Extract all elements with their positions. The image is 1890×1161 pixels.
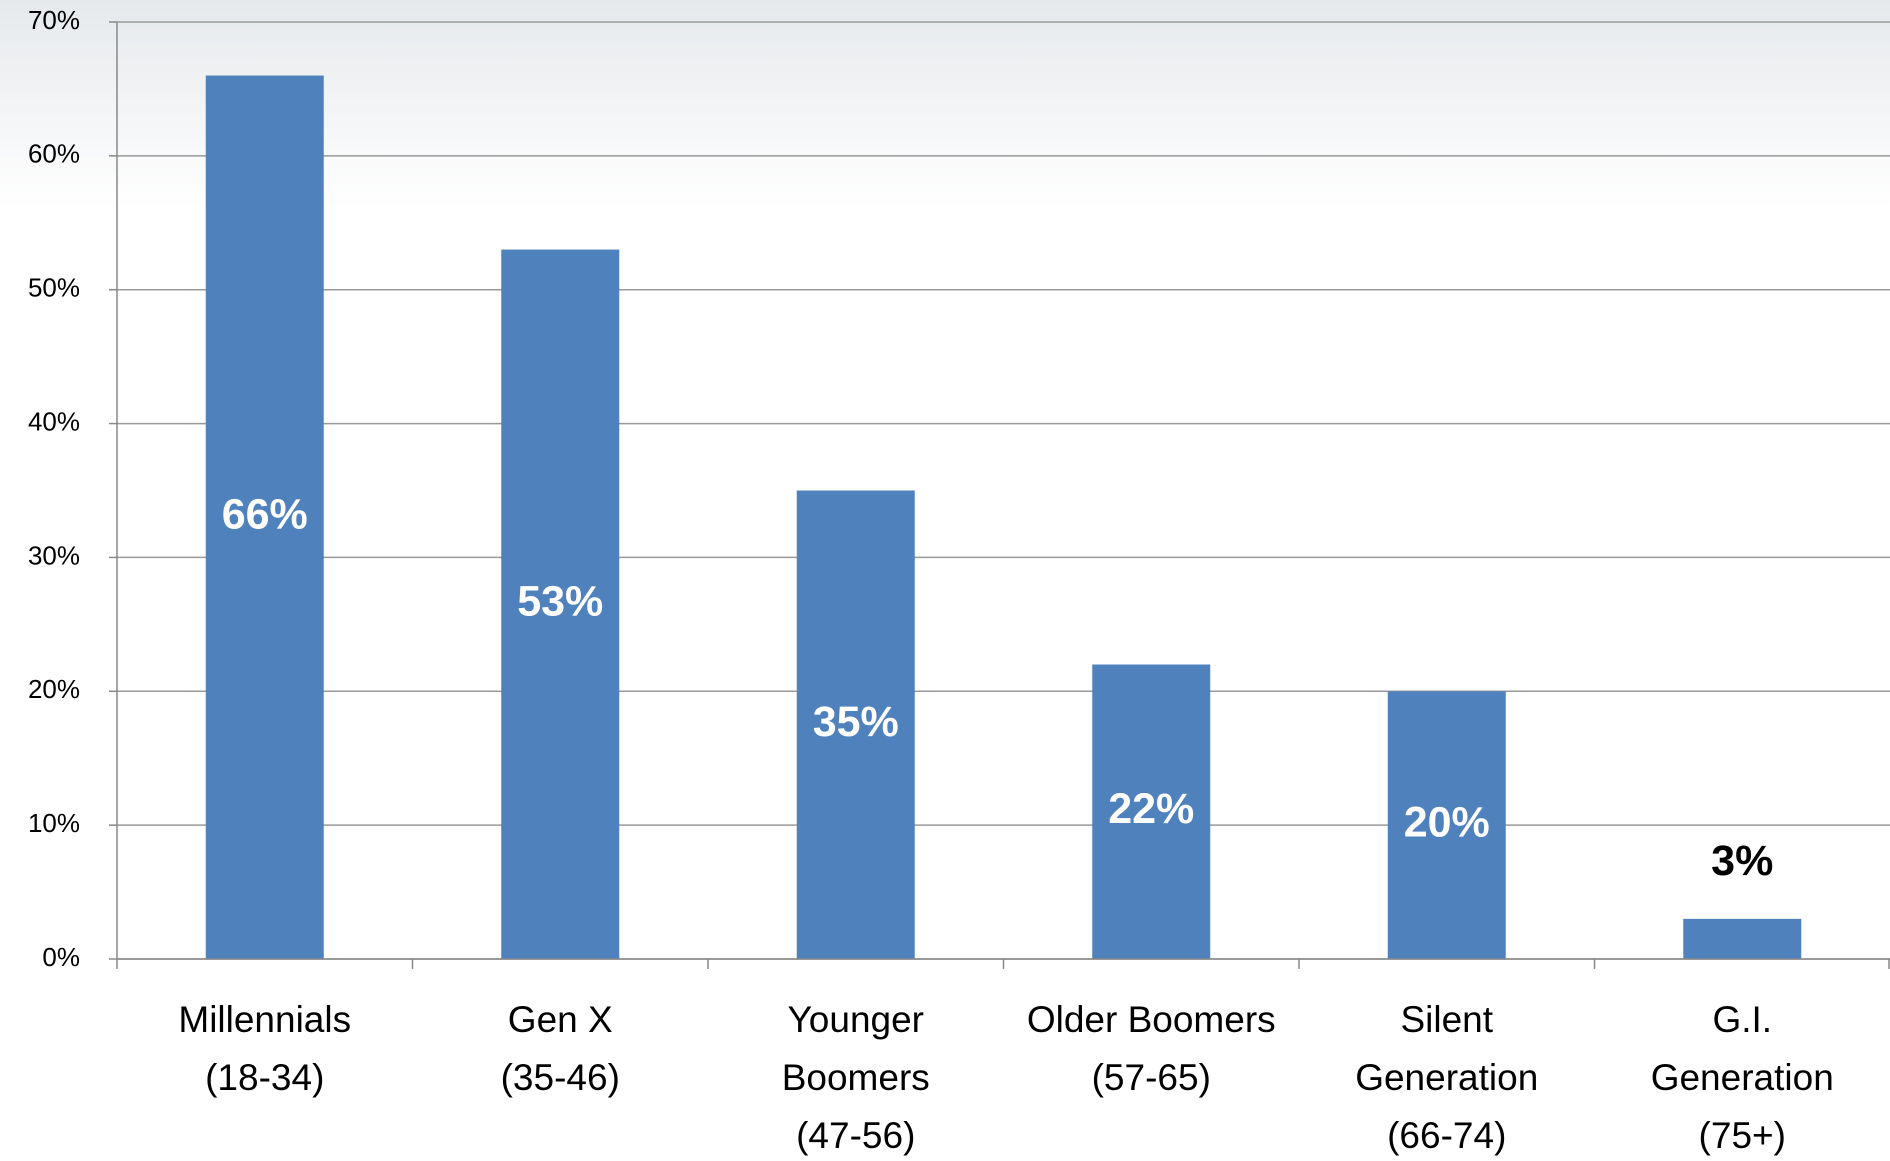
y-tick-label: 20% xyxy=(28,674,80,704)
x-tick-label: (57-65) xyxy=(1092,1057,1211,1098)
bar xyxy=(1683,918,1802,959)
bar xyxy=(796,490,915,959)
x-tick-label: Generation xyxy=(1355,1057,1538,1098)
data-label: 35% xyxy=(813,698,899,746)
x-tick-label: (18-34) xyxy=(205,1057,324,1098)
y-tick-label: 0% xyxy=(42,942,80,972)
x-tick-label: Generation xyxy=(1651,1057,1834,1098)
data-label: 20% xyxy=(1404,799,1490,847)
x-tick-label: Younger xyxy=(788,999,925,1040)
y-tick-label: 10% xyxy=(28,808,80,838)
y-tick-label: 70% xyxy=(28,5,80,35)
data-label: 66% xyxy=(222,491,308,539)
x-tick-label: (66-74) xyxy=(1387,1115,1506,1156)
x-tick-label: Silent xyxy=(1400,999,1493,1040)
y-tick-label: 50% xyxy=(28,273,80,303)
x-tick-label: (47-56) xyxy=(796,1115,915,1156)
data-label: 3% xyxy=(1711,837,1773,885)
x-tick-label: Millennials xyxy=(178,999,351,1040)
y-tick-label: 30% xyxy=(28,540,80,570)
y-tick-label: 40% xyxy=(28,406,80,436)
x-tick-label: Boomers xyxy=(782,1057,930,1098)
bar xyxy=(1387,691,1506,959)
x-tick-label: Older Boomers xyxy=(1027,999,1276,1040)
x-tick-label: Gen X xyxy=(508,999,613,1040)
bar xyxy=(1092,664,1211,959)
bar xyxy=(205,75,324,960)
bar xyxy=(501,249,620,960)
y-tick-label: 60% xyxy=(28,139,80,169)
x-tick-label: (35-46) xyxy=(501,1057,620,1098)
x-tick-label: G.I. xyxy=(1712,999,1772,1040)
data-label: 53% xyxy=(517,578,603,626)
x-tick-label: (75+) xyxy=(1699,1115,1786,1156)
data-label: 22% xyxy=(1108,785,1194,833)
